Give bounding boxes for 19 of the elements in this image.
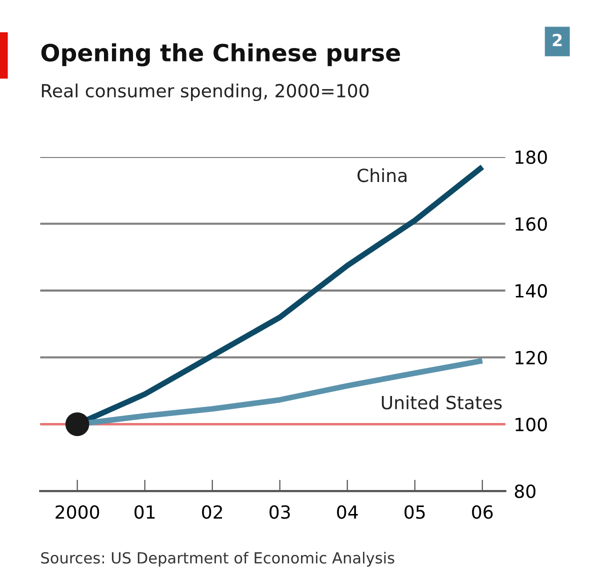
y-tick-label: 120 <box>516 350 547 365</box>
x-tick-label: 03 <box>270 505 290 519</box>
chart-subtitle: Real consumer spending, 2000=100 <box>42 84 369 102</box>
x-tick-label: 02 <box>202 505 222 519</box>
x-tick-label: 2000 <box>56 505 100 519</box>
x-tick-label: 06 <box>472 505 493 519</box>
text: 2 <box>552 34 562 46</box>
x-tick-label: 05 <box>404 505 425 519</box>
series-label: China <box>358 168 406 182</box>
source-note: Sources: US Department of Economic Analysis <box>41 552 394 567</box>
y-tick-label: 180 <box>516 150 547 164</box>
x-tick-label: 01 <box>134 505 155 519</box>
y-tick-label: 100 <box>516 418 547 432</box>
y-tick-label: 140 <box>516 284 547 298</box>
x-tick-label: 04 <box>337 505 358 519</box>
chart-title: Opening the Chinese purse <box>41 43 400 66</box>
y-tick-label: 80 <box>514 484 536 498</box>
series-label: United States <box>382 395 502 410</box>
y-tick-label: 160 <box>516 217 547 231</box>
